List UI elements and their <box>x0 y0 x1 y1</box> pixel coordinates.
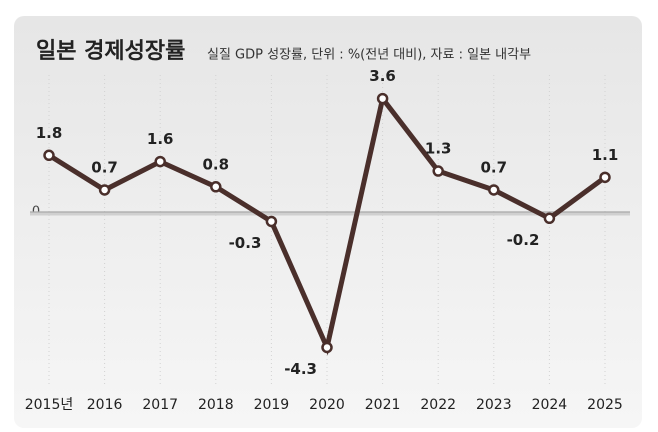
x-tick-label: 2023 <box>476 397 512 413</box>
data-label: 0.7 <box>481 158 508 176</box>
x-tick-label: 2016 <box>87 397 123 413</box>
data-label: 0.8 <box>203 155 230 173</box>
data-point <box>321 341 333 354</box>
chart-title: 일본 경제성장률 <box>36 39 185 64</box>
data-point <box>376 92 389 105</box>
x-tick-label: 2025 <box>587 397 623 413</box>
x-tick-label: 2021 <box>365 397 401 413</box>
data-label: 1.1 <box>592 146 619 164</box>
data-label: -0.2 <box>507 231 540 249</box>
data-point <box>210 181 222 193</box>
data-label: -4.3 <box>284 360 317 378</box>
data-point <box>599 171 611 184</box>
data-point <box>98 184 111 196</box>
x-tick-label: 2019 <box>254 397 290 413</box>
data-point <box>154 155 166 168</box>
data-label: 1.3 <box>425 140 452 158</box>
data-label: 0.7 <box>91 158 118 176</box>
x-tick-label: 2017 <box>142 397 178 413</box>
x-tick-label: 2020 <box>309 397 345 413</box>
data-point <box>543 212 556 225</box>
data-label: 1.6 <box>147 130 174 148</box>
data-label: 3.6 <box>369 67 396 85</box>
data-point <box>488 184 500 196</box>
x-tick-label: 2024 <box>532 397 568 413</box>
data-label: 1.8 <box>36 124 63 142</box>
data-point <box>265 215 278 228</box>
x-tick-label: 2022 <box>420 397 456 413</box>
data-point <box>43 149 55 162</box>
data-label: -0.3 <box>229 234 262 252</box>
chart-subtitle: 실질 GDP 성장률, 단위 : %(전년 대비), 자료 : 일본 내각부 <box>207 48 531 63</box>
panel <box>14 16 642 428</box>
x-tick-label: 2015년 <box>25 397 74 413</box>
data-point <box>432 165 444 177</box>
plot-area: 2015년 2016 2017 2018 2019 2020 2021 2022 2023 202… <box>25 67 630 413</box>
x-tick-label: 2018 <box>198 397 234 413</box>
